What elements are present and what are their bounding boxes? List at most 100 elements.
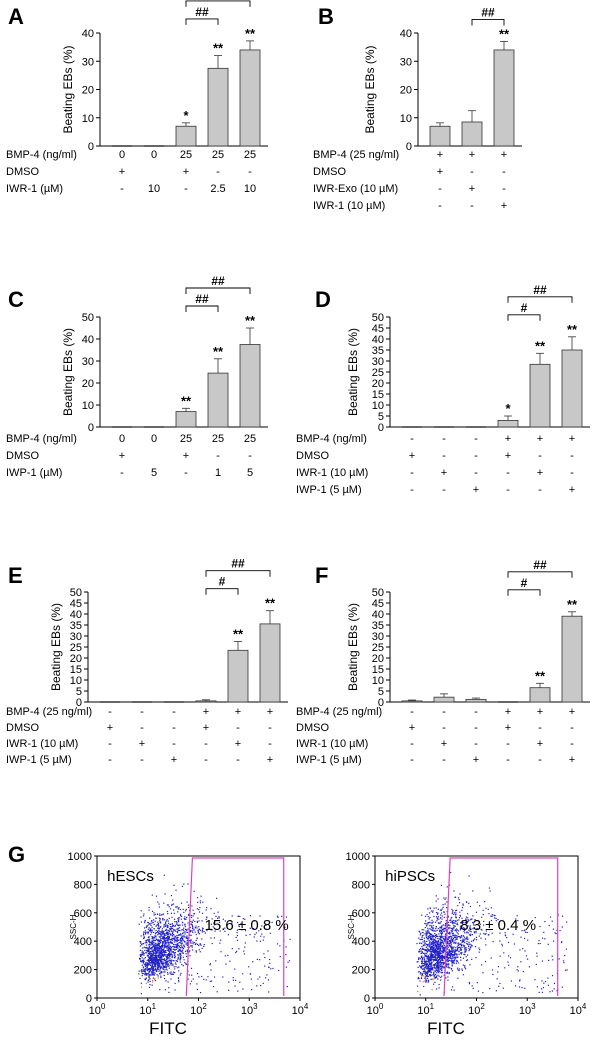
event-dot (430, 939, 433, 941)
event-dot (460, 939, 462, 942)
significance-bracket (507, 589, 541, 596)
event-dot (154, 937, 156, 939)
condition-cell: - (268, 738, 272, 750)
event-dot (542, 986, 545, 989)
event-dot (186, 943, 188, 945)
event-dot (271, 921, 273, 923)
event-dot (174, 946, 176, 949)
event-dot (168, 950, 170, 953)
event-dot (466, 938, 468, 940)
event-dot (438, 945, 440, 947)
event-dot (466, 901, 468, 903)
event-dot (219, 930, 221, 932)
event-dot (249, 927, 251, 929)
condition-cell: 10 (244, 183, 256, 195)
event-dot (437, 935, 439, 938)
event-dot (245, 934, 247, 937)
event-dot (177, 908, 179, 910)
condition-cell: - (474, 450, 478, 462)
event-dot (435, 972, 437, 974)
event-dot (484, 901, 486, 903)
event-dot (433, 967, 435, 969)
event-dot (417, 966, 419, 969)
event-dot (495, 917, 497, 920)
event-dot (441, 954, 444, 956)
event-dot (441, 959, 443, 961)
event-dot (242, 973, 244, 975)
event-dot (430, 938, 432, 940)
event-dot (153, 947, 156, 949)
event-dot (483, 932, 485, 935)
event-dot (449, 953, 451, 956)
event-dot (161, 937, 163, 940)
event-dot (426, 953, 428, 955)
event-dot (466, 937, 468, 939)
event-dot (425, 943, 428, 945)
event-dot (476, 927, 478, 930)
event-dot (195, 950, 197, 952)
event-dot (288, 960, 291, 962)
event-dot (454, 929, 456, 932)
event-dot (174, 968, 176, 970)
event-dot (154, 962, 156, 965)
event-dot (428, 940, 430, 942)
condition-cell: + (267, 706, 273, 718)
event-dot (481, 964, 483, 966)
event-dot (164, 933, 166, 935)
event-dot (155, 939, 157, 942)
event-dot (421, 929, 423, 931)
event-dot (467, 917, 469, 919)
event-dot (151, 955, 153, 957)
event-dot (440, 944, 442, 946)
x-tick-label: 102 (190, 1002, 207, 1017)
event-dot (447, 957, 449, 959)
event-dot (154, 913, 156, 915)
event-dot (473, 924, 475, 926)
event-dot (144, 969, 146, 971)
event-dot (162, 955, 164, 957)
event-dot (426, 930, 429, 932)
event-dot (448, 954, 450, 956)
event-dot (258, 930, 260, 932)
event-dot (459, 937, 462, 939)
event-dot (165, 951, 167, 954)
event-dot (439, 947, 442, 949)
y-tick-label: 30 (372, 631, 384, 643)
event-dot (450, 937, 452, 940)
event-dot (165, 965, 167, 967)
event-dot (452, 919, 454, 922)
event-dot (181, 947, 183, 949)
event-dot (211, 942, 213, 945)
event-dot (162, 942, 164, 944)
y-tick-label: 5 (378, 411, 384, 423)
event-dot (140, 986, 143, 988)
event-dot (196, 983, 198, 985)
event-dot (156, 950, 159, 952)
event-dot (177, 947, 179, 949)
event-dot (437, 978, 439, 980)
condition-cell: - (410, 467, 414, 479)
event-dot (447, 946, 449, 948)
event-dot (168, 937, 171, 939)
event-dot (179, 941, 181, 944)
event-dot (179, 924, 181, 926)
event-dot (436, 957, 439, 959)
event-dot (454, 956, 456, 958)
event-dot (192, 915, 194, 917)
event-dot (182, 938, 184, 941)
event-dot (196, 920, 198, 923)
event-dot (469, 934, 472, 937)
y-tick-label: 35 (372, 620, 384, 632)
x-tick-label: 103 (519, 1002, 536, 1017)
event-dot (224, 927, 226, 929)
event-dot (140, 960, 142, 962)
event-dot (457, 947, 459, 949)
event-dot (189, 930, 191, 932)
event-dot (437, 956, 439, 958)
event-dot (503, 952, 505, 954)
event-dot (436, 964, 439, 966)
event-dot (448, 963, 450, 965)
event-dot (430, 954, 433, 956)
event-dot (268, 966, 270, 969)
